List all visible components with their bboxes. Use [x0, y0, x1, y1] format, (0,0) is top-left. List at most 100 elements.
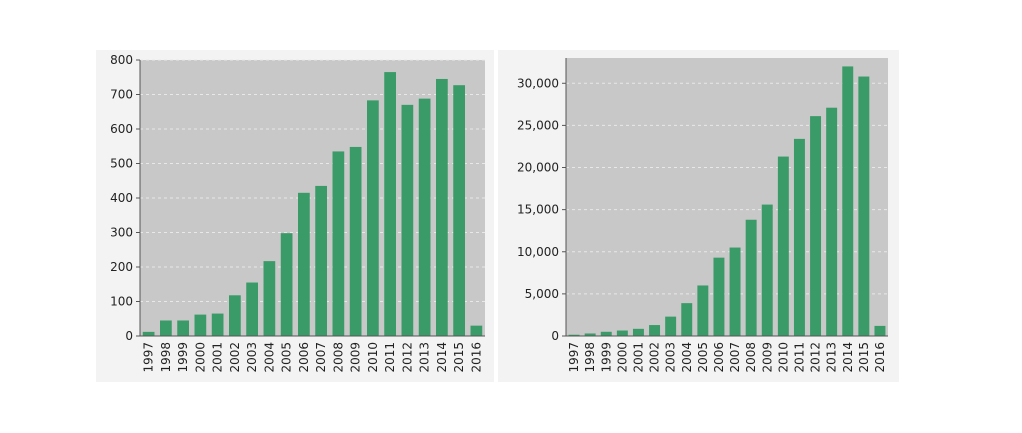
- bar-2003: [665, 316, 677, 336]
- x-tick-label: 1997: [567, 342, 581, 373]
- y-tick-label: 5,000: [525, 287, 559, 301]
- y-tick-label: 30,000: [517, 76, 559, 90]
- x-tick-label: 2006: [712, 342, 726, 373]
- x-tick-label: 2002: [648, 342, 662, 373]
- y-tick-label: 15,000: [517, 203, 559, 217]
- bar-2000: [194, 314, 207, 336]
- bar-1997: [142, 331, 155, 336]
- bar-2001: [632, 328, 644, 336]
- bar-2010: [367, 100, 379, 336]
- bar-2012: [401, 104, 414, 336]
- x-tick-label: 2002: [228, 342, 242, 373]
- x-tick-label: 2014: [841, 342, 855, 373]
- bar-1998: [584, 333, 596, 336]
- x-tick-label: 2003: [245, 342, 259, 373]
- bar-2005: [280, 233, 293, 336]
- x-tick-label: 2009: [349, 342, 363, 373]
- bar-2012: [810, 116, 822, 336]
- x-tick-label: 1998: [159, 342, 173, 373]
- x-tick-label: 2016: [469, 342, 483, 373]
- bar-2005: [697, 285, 709, 336]
- bar-2004: [263, 261, 276, 336]
- x-tick-label: 2000: [193, 342, 207, 373]
- x-tick-label: 2000: [615, 342, 629, 373]
- bar-2011: [384, 72, 396, 336]
- x-tick-label: 2001: [211, 342, 225, 373]
- y-tick-label: 800: [110, 53, 133, 67]
- x-tick-label: 2013: [418, 342, 432, 373]
- x-tick-label: 2003: [664, 342, 678, 373]
- bar-2016: [874, 325, 886, 336]
- x-tick-label: 1997: [142, 342, 156, 373]
- bar-2015: [453, 85, 465, 336]
- bar-2004: [681, 303, 693, 336]
- y-tick-label: 0: [125, 329, 133, 343]
- bar-1999: [177, 320, 189, 336]
- bar-2008: [745, 219, 757, 336]
- y-tick-label: 400: [110, 191, 133, 205]
- y-tick-label: 0: [551, 329, 559, 343]
- bar-2014: [842, 66, 854, 336]
- bar-2011: [793, 138, 805, 336]
- bar-2000: [616, 330, 628, 336]
- y-tick-label: 100: [110, 295, 133, 309]
- x-tick-label: 2007: [728, 342, 742, 373]
- x-tick-label: 2012: [400, 342, 414, 373]
- y-tick-label: 25,000: [517, 118, 559, 132]
- bar-2010: [777, 156, 789, 336]
- bar-chart-right: 0 5,000 10,000 15,000 20,000 25,000 30,000 1997…: [517, 58, 888, 373]
- bar-1999: [600, 331, 612, 336]
- bar-2009: [349, 146, 362, 336]
- y-tick-label: 200: [110, 260, 133, 274]
- bar-2002: [649, 325, 661, 336]
- bar-2009: [761, 204, 773, 336]
- x-tick-label: 2013: [825, 342, 839, 373]
- x-tick-label: 2015: [452, 342, 466, 373]
- x-tick-label: 2008: [331, 342, 345, 373]
- x-tick-label: 2010: [776, 342, 790, 373]
- y-tick-label: 500: [110, 157, 133, 171]
- y-tick-label: 10,000: [517, 245, 559, 259]
- bar-2006: [713, 257, 725, 336]
- plot-area: [140, 60, 485, 336]
- x-tick-label: 2008: [744, 342, 758, 373]
- x-tick-label: 2004: [680, 342, 694, 373]
- x-tick-label: 2009: [760, 342, 774, 373]
- bar-2007: [315, 185, 327, 336]
- x-tick-label: 2012: [809, 342, 823, 373]
- y-tick-label: 700: [110, 88, 133, 102]
- x-tick-label: 2016: [873, 342, 887, 373]
- chart-panel-right: 0 5,000 10,000 15,000 20,000 25,000 30,000 1997…: [498, 50, 899, 382]
- bar-1997: [568, 334, 580, 336]
- bar-2003: [246, 282, 258, 336]
- bar-2013: [418, 98, 431, 336]
- y-tick-label: 20,000: [517, 161, 559, 175]
- y-tick-label: 600: [110, 122, 133, 136]
- x-tick-label: 2011: [792, 342, 806, 373]
- x-tick-label: 2010: [366, 342, 380, 373]
- x-tick-label: 2005: [280, 342, 294, 373]
- bar-2001: [211, 313, 224, 336]
- x-tick-label: 2011: [383, 342, 397, 373]
- x-tick-label: 1998: [583, 342, 597, 373]
- x-tick-label: 1999: [599, 342, 613, 373]
- bar-2016: [470, 325, 483, 336]
- x-tick-label: 2007: [314, 342, 328, 373]
- bar-1998: [160, 320, 172, 336]
- x-tick-label: 2006: [297, 342, 311, 373]
- chart-panel-left: 0 100 200 300 400 500 600 700 800 1997 1998 1999 200…: [96, 50, 494, 382]
- bar-2006: [298, 192, 310, 336]
- x-tick-label: 1999: [176, 342, 190, 373]
- bar-2014: [436, 78, 448, 336]
- bar-2008: [332, 151, 345, 336]
- x-tick-label: 2005: [696, 342, 710, 373]
- x-tick-label: 2001: [631, 342, 645, 373]
- bar-2002: [229, 295, 241, 336]
- bar-2007: [729, 247, 741, 336]
- bar-2015: [858, 76, 870, 337]
- x-tick-label: 2004: [262, 342, 276, 373]
- y-tick-label: 300: [110, 226, 133, 240]
- x-tick-label: 2015: [857, 342, 871, 373]
- bar-2013: [826, 107, 838, 336]
